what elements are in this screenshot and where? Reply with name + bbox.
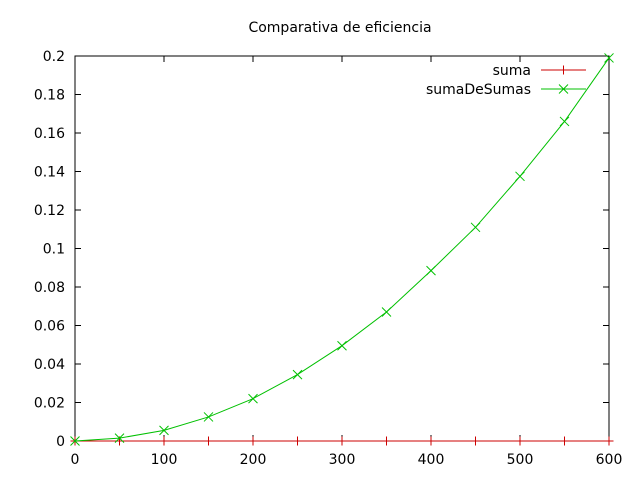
x-axis: 0 100 200 300 400 500 600 xyxy=(71,56,623,468)
y-tick-label: 0.08 xyxy=(34,280,65,296)
data-point xyxy=(382,436,391,446)
legend-marker xyxy=(559,65,568,75)
data-point xyxy=(292,369,303,380)
y-tick-label: 0 xyxy=(56,434,65,450)
series-suma xyxy=(70,436,614,446)
y-tick-label: 0.16 xyxy=(34,126,65,142)
data-point xyxy=(604,53,614,63)
data-point xyxy=(515,436,525,446)
chart-title: Comparativa de eficiencia xyxy=(248,20,431,36)
data-point xyxy=(159,425,169,436)
data-point xyxy=(204,436,213,446)
y-tick-label: 0.12 xyxy=(34,203,65,219)
data-point xyxy=(203,412,214,422)
legend-label: suma xyxy=(493,63,531,79)
data-point xyxy=(337,340,347,351)
data-point xyxy=(70,436,80,446)
x-tick-label: 200 xyxy=(240,452,267,468)
data-point xyxy=(426,436,436,446)
legend: suma sumaDeSumas xyxy=(426,63,586,98)
x-tick-label: 300 xyxy=(329,452,356,468)
data-point xyxy=(604,436,614,446)
data-point xyxy=(293,436,302,446)
series-sumaDeSumas xyxy=(70,53,614,446)
y-tick-label: 0.2 xyxy=(43,49,65,65)
legend-marker xyxy=(558,84,569,94)
series-layer xyxy=(70,53,614,446)
data-point xyxy=(248,393,258,404)
y-tick-label: 0.18 xyxy=(34,88,65,104)
data-point xyxy=(426,265,436,276)
y-tick-label: 0.06 xyxy=(34,319,65,335)
data-point xyxy=(560,436,569,446)
data-point xyxy=(159,436,169,446)
data-point xyxy=(337,436,347,446)
x-tick-label: 0 xyxy=(71,452,80,468)
data-point xyxy=(515,171,525,182)
series-line xyxy=(74,57,610,442)
plot-frame xyxy=(74,55,610,442)
x-tick-label: 100 xyxy=(151,452,178,468)
data-point xyxy=(559,116,570,127)
data-point xyxy=(471,436,480,446)
legend-label: sumaDeSumas xyxy=(426,82,531,98)
x-tick-label: 400 xyxy=(418,452,445,468)
data-point xyxy=(114,433,125,443)
y-tick-label: 0.1 xyxy=(43,242,65,258)
y-tick-label: 0.14 xyxy=(34,165,65,181)
data-point xyxy=(381,307,392,317)
data-point xyxy=(470,222,481,233)
y-axis: 0 0.02 0.04 0.06 0.08 0.1 0.12 0.14 0.16 0.18 0.2 xyxy=(34,49,609,450)
x-tick-label: 600 xyxy=(596,452,623,468)
y-tick-label: 0.02 xyxy=(34,396,65,412)
data-point xyxy=(248,436,258,446)
y-tick-label: 0.04 xyxy=(34,357,65,373)
x-tick-label: 500 xyxy=(507,452,534,468)
